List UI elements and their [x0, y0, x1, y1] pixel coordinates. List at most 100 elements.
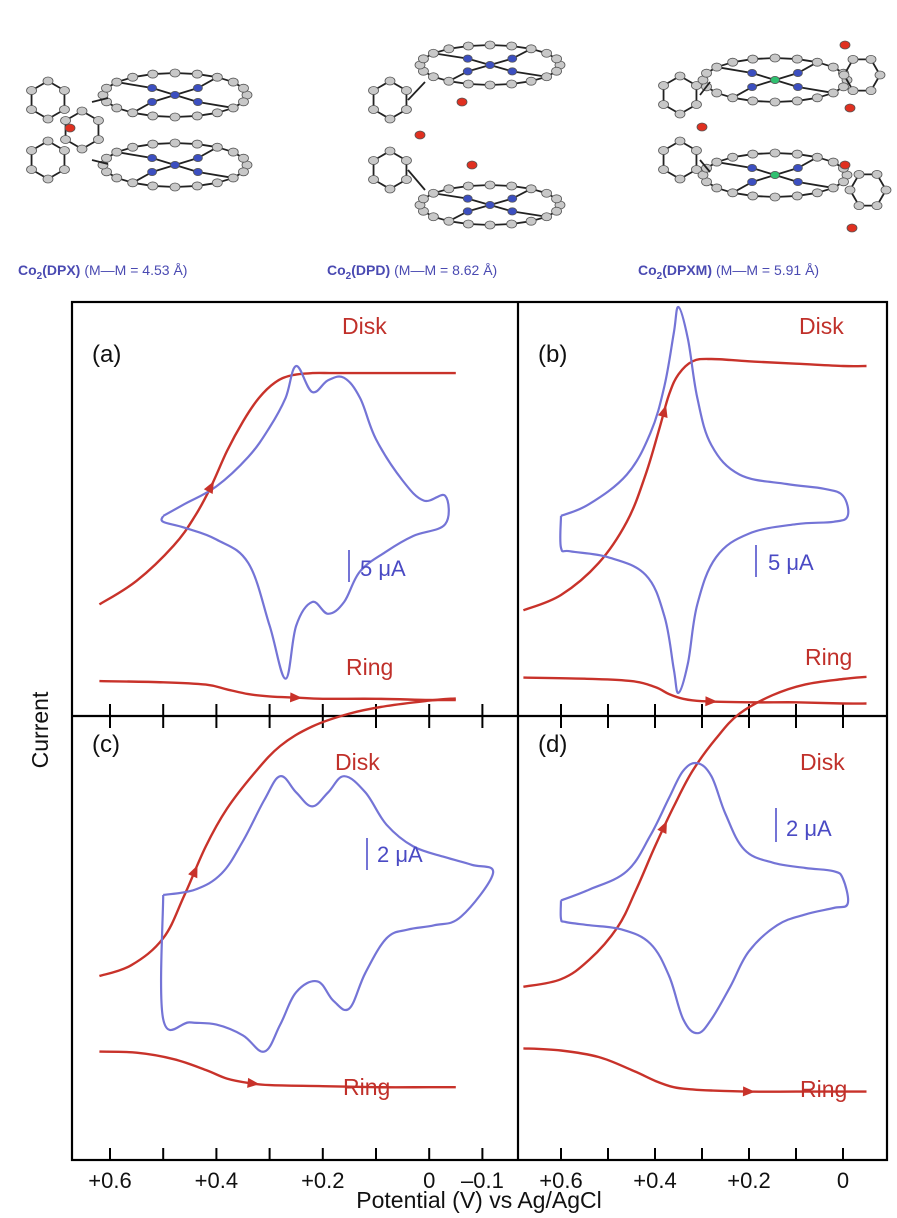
ring-trace [523, 1047, 867, 1093]
disk-direction-arrow [657, 405, 668, 419]
ring-direction-arrow [705, 696, 718, 707]
outer-frame [70, 300, 889, 1162]
atom [551, 194, 562, 204]
atom [747, 96, 759, 106]
disk-trace [99, 697, 456, 978]
disk-direction-arrow [203, 481, 214, 495]
atom [64, 123, 76, 133]
atom [727, 152, 739, 162]
bond [797, 181, 834, 189]
atom [811, 188, 823, 198]
atom [506, 79, 518, 89]
scale-bar-label: 2 μA [377, 842, 423, 867]
atom [59, 105, 70, 114]
cv-trace [559, 305, 850, 694]
atom [101, 83, 112, 93]
atom [551, 206, 562, 216]
atom [238, 83, 249, 93]
atom [691, 146, 702, 155]
atom [880, 185, 892, 195]
atom [238, 97, 249, 107]
atom [427, 212, 439, 222]
atom [443, 44, 455, 54]
atom [727, 93, 739, 103]
atom [211, 142, 223, 152]
ring-label: Ring [805, 644, 852, 670]
scale-bar-label: 5 μA [768, 550, 814, 575]
disk-label: Disk [799, 313, 844, 339]
structure-dpxm-drawing [658, 40, 892, 233]
atom [384, 114, 396, 124]
disk-label: Disk [800, 749, 845, 775]
atom [462, 67, 473, 76]
ring-label: Ring [343, 1074, 390, 1100]
structure-dpx-drawing [26, 68, 253, 192]
atom [26, 165, 37, 174]
atom [443, 184, 455, 194]
atom [484, 40, 496, 50]
atom [42, 76, 54, 86]
atom [827, 62, 839, 72]
atom [193, 168, 203, 177]
atom [93, 135, 104, 144]
atom [368, 156, 379, 165]
atom [211, 108, 223, 118]
atom [747, 178, 757, 187]
atom [42, 114, 54, 124]
atom [111, 147, 123, 157]
panel-label: (d) [538, 731, 567, 758]
atom [191, 139, 203, 149]
atom [211, 72, 223, 82]
atom [170, 160, 180, 169]
atom [111, 173, 123, 183]
atom [227, 147, 239, 157]
atom [101, 153, 112, 163]
atom [456, 97, 468, 107]
panel-label: (b) [538, 341, 567, 368]
atom [839, 160, 851, 170]
atom [865, 55, 877, 64]
panel-label: (a) [92, 341, 121, 368]
atom [462, 219, 474, 229]
atom [227, 103, 239, 113]
disk-label: Disk [342, 313, 387, 339]
bond [116, 151, 153, 159]
bond [716, 161, 753, 169]
atom [368, 175, 379, 184]
bond [197, 101, 234, 109]
atom [462, 207, 473, 216]
atom [484, 180, 496, 190]
atom [793, 83, 803, 92]
atom [191, 181, 203, 191]
atom [26, 105, 37, 114]
atom [42, 174, 54, 184]
atom [462, 181, 474, 191]
disk-trace [98, 371, 456, 606]
atom [525, 216, 537, 226]
bond [197, 171, 234, 179]
atom [838, 82, 849, 92]
atom [127, 142, 139, 152]
bond [699, 159, 711, 173]
atom [93, 116, 104, 125]
atom [793, 68, 803, 77]
atom [227, 77, 239, 87]
atom [769, 192, 781, 202]
scale-bar-label: 2 μA [786, 816, 832, 841]
atom [838, 70, 850, 80]
atom [401, 86, 412, 95]
bond [116, 81, 153, 89]
atom [42, 136, 54, 146]
atom [384, 184, 396, 194]
atom [76, 144, 88, 154]
atom [525, 44, 537, 54]
panel-a: (a) Disk Ring 5 μA [92, 313, 456, 703]
atom [193, 153, 203, 162]
atom [769, 148, 781, 158]
left-x-tick-label: –0.1 [461, 1168, 504, 1193]
atom [418, 194, 429, 204]
left-x-tick-label: +0.6 [88, 1168, 131, 1193]
atom [506, 181, 518, 191]
atom [793, 163, 803, 172]
right-x-tick-label: +0.6 [539, 1168, 582, 1193]
